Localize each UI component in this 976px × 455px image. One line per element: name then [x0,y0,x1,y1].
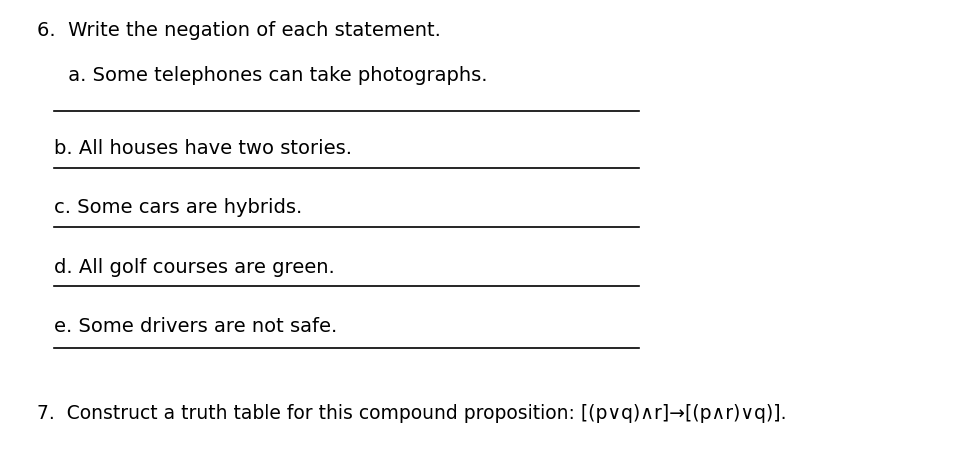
Text: e. Some drivers are not safe.: e. Some drivers are not safe. [54,316,337,335]
Text: 7.  Construct a truth table for this compound proposition: [(p∨q)∧r]→[(p∧r)∨q)].: 7. Construct a truth table for this comp… [37,403,787,422]
Text: b. All houses have two stories.: b. All houses have two stories. [54,139,351,158]
Text: d. All golf courses are green.: d. All golf courses are green. [54,257,335,276]
Text: a. Some telephones can take photographs.: a. Some telephones can take photographs. [37,66,488,85]
Text: 6.  Write the negation of each statement.: 6. Write the negation of each statement. [37,20,441,40]
Text: c. Some cars are hybrids.: c. Some cars are hybrids. [54,198,302,217]
